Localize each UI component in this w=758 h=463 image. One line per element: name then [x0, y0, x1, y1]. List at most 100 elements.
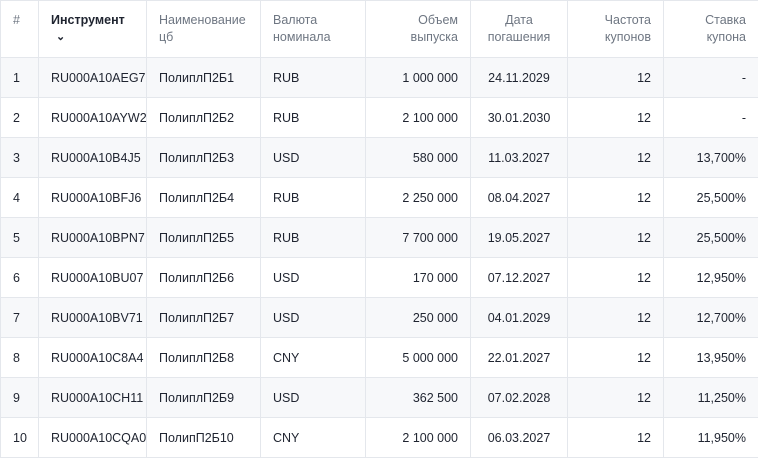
cell-instrument: RU000A10AEG7 [38, 57, 147, 98]
table-header-row: # Инструмент ⌄ Наименование цб Валюта номина… [0, 0, 758, 58]
cell-currency: USD [260, 377, 366, 418]
cell-frequency: 12 [567, 177, 664, 218]
cell-currency: USD [260, 257, 366, 298]
cell-name: ПолиплП2Б1 [146, 57, 261, 98]
column-header-instrument[interactable]: Инструмент ⌄ [38, 0, 147, 58]
cell-maturity: 24.11.2029 [470, 57, 568, 98]
cell-volume: 250 000 [365, 297, 471, 338]
table-row: 4 RU000A10BFJ6 ПолиплП2Б4 RUB 2 250 000 08.04… [0, 177, 758, 218]
cell-frequency: 12 [567, 417, 664, 458]
cell-name: ПолиплП2Б3 [146, 137, 261, 178]
cell-currency: RUB [260, 217, 366, 258]
cell-rate: 13,950% [663, 337, 758, 378]
cell-maturity: 11.03.2027 [470, 137, 568, 178]
cell-volume: 1 000 000 [365, 57, 471, 98]
cell-frequency: 12 [567, 297, 664, 338]
cell-volume: 2 100 000 [365, 417, 471, 458]
cell-instrument: RU000A10BFJ6 [38, 177, 147, 218]
cell-instrument: RU000A10CH11 [38, 377, 147, 418]
cell-maturity: 22.01.2027 [470, 337, 568, 378]
cell-currency: USD [260, 297, 366, 338]
table-row: 8 RU000A10C8A4 ПолиплП2Б8 CNY 5 000 000 22.01… [0, 337, 758, 378]
cell-rate: 11,950% [663, 417, 758, 458]
column-header-num: # [0, 0, 39, 58]
table-row: 9 RU000A10CH11 ПолиплП2Б9 USD 362 500 07.02.2… [0, 377, 758, 418]
cell-num: 5 [0, 217, 39, 258]
cell-maturity: 30.01.2030 [470, 97, 568, 138]
cell-name: ПолиплП2Б2 [146, 97, 261, 138]
cell-num: 9 [0, 377, 39, 418]
cell-rate: - [663, 97, 758, 138]
cell-name: ПолиплП2Б8 [146, 337, 261, 378]
cell-num: 2 [0, 97, 39, 138]
column-header-label: Частота купонов [604, 13, 651, 44]
cell-currency: CNY [260, 417, 366, 458]
column-header-label: Наименование цб [159, 13, 246, 44]
cell-frequency: 12 [567, 377, 664, 418]
cell-currency: CNY [260, 337, 366, 378]
cell-volume: 170 000 [365, 257, 471, 298]
column-header-label: Инструмент [51, 13, 125, 27]
table-row: 2 RU000A10AYW2 ПолиплП2Б2 RUB 2 100 000 30.01… [0, 97, 758, 138]
column-header-label: # [13, 13, 20, 27]
cell-frequency: 12 [567, 137, 664, 178]
cell-num: 4 [0, 177, 39, 218]
cell-name: ПолиплП2Б4 [146, 177, 261, 218]
cell-num: 10 [0, 417, 39, 458]
column-header-maturity: Дата погашения [470, 0, 568, 58]
cell-name: ПолипП2Б10 [146, 417, 261, 458]
cell-rate: 11,250% [663, 377, 758, 418]
cell-instrument: RU000A10BU07 [38, 257, 147, 298]
table-row: 7 RU000A10BV71 ПолиплП2Б7 USD 250 000 04.01.2… [0, 297, 758, 338]
table-row: 5 RU000A10BPN7 ПолиплП2Б5 RUB 7 700 000 19.05… [0, 217, 758, 258]
cell-maturity: 07.02.2028 [470, 377, 568, 418]
cell-maturity: 06.03.2027 [470, 417, 568, 458]
cell-instrument: RU000A10C8A4 [38, 337, 147, 378]
column-header-name: Наименование цб [146, 0, 261, 58]
cell-frequency: 12 [567, 217, 664, 258]
cell-num: 6 [0, 257, 39, 298]
cell-frequency: 12 [567, 257, 664, 298]
column-header-rate: Ставка купона [663, 0, 758, 58]
column-header-frequency: Частота купонов [567, 0, 664, 58]
cell-rate: 25,500% [663, 177, 758, 218]
cell-maturity: 08.04.2027 [470, 177, 568, 218]
cell-maturity: 19.05.2027 [470, 217, 568, 258]
cell-instrument: RU000A10B4J5 [38, 137, 147, 178]
column-header-volume: Объем выпуска [365, 0, 471, 58]
table-header: # Инструмент ⌄ Наименование цб Валюта номина… [0, 0, 758, 58]
cell-name: ПолиплП2Б5 [146, 217, 261, 258]
cell-volume: 362 500 [365, 377, 471, 418]
table-body: 1 RU000A10AEG7 ПолиплП2Б1 RUB 1 000 000 24.11… [0, 57, 758, 458]
cell-num: 1 [0, 57, 39, 98]
cell-rate: 12,950% [663, 257, 758, 298]
chevron-down-icon: ⌄ [56, 31, 66, 43]
cell-num: 3 [0, 137, 39, 178]
cell-currency: RUB [260, 57, 366, 98]
cell-maturity: 04.01.2029 [470, 297, 568, 338]
cell-currency: USD [260, 137, 366, 178]
cell-name: ПолиплП2Б6 [146, 257, 261, 298]
column-header-currency: Валюта номинала [260, 0, 366, 58]
table-row: 10 RU000A10CQA0 ПолипП2Б10 CNY 2 100 000 06.0… [0, 417, 758, 458]
column-header-label: Ставка купона [705, 13, 746, 44]
cell-frequency: 12 [567, 337, 664, 378]
cell-rate: 12,700% [663, 297, 758, 338]
cell-currency: RUB [260, 177, 366, 218]
cell-volume: 7 700 000 [365, 217, 471, 258]
cell-name: ПолиплП2Б9 [146, 377, 261, 418]
cell-rate: 13,700% [663, 137, 758, 178]
cell-volume: 2 250 000 [365, 177, 471, 218]
cell-currency: RUB [260, 97, 366, 138]
cell-volume: 5 000 000 [365, 337, 471, 378]
cell-rate: 25,500% [663, 217, 758, 258]
column-header-label: Валюта номинала [273, 13, 331, 44]
cell-volume: 580 000 [365, 137, 471, 178]
cell-name: ПолиплП2Б7 [146, 297, 261, 338]
cell-frequency: 12 [567, 97, 664, 138]
table-row: 6 RU000A10BU07 ПолиплП2Б6 USD 170 000 07.12.2… [0, 257, 758, 298]
cell-num: 8 [0, 337, 39, 378]
cell-instrument: RU000A10BV71 [38, 297, 147, 338]
column-header-label: Объем выпуска [410, 13, 458, 44]
